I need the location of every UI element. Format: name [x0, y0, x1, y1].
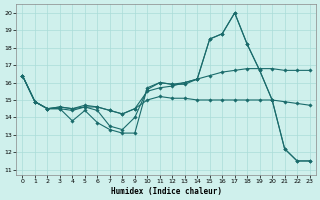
- X-axis label: Humidex (Indice chaleur): Humidex (Indice chaleur): [110, 187, 221, 196]
